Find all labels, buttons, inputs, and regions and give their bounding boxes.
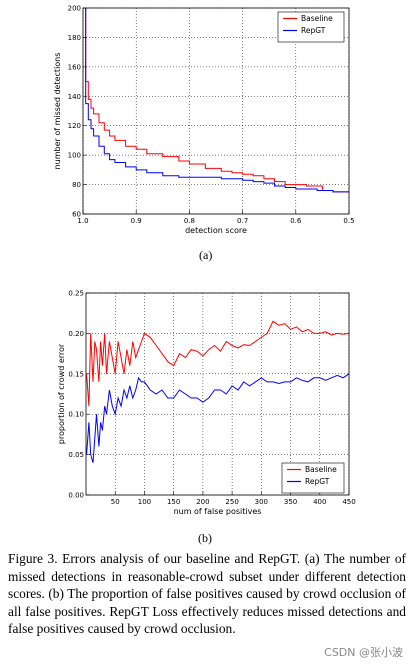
x-tick-label: 200	[196, 498, 209, 506]
x-tick-label: 0.6	[290, 217, 302, 225]
x-tick-label: 450	[342, 498, 355, 506]
x-tick-label: 1.0	[77, 217, 88, 225]
series-line-repgt	[83, 7, 349, 193]
x-tick-label: 250	[225, 498, 238, 506]
y-tick-label: 0.15	[68, 370, 84, 378]
series-line-repgt	[86, 373, 350, 463]
y-tick-label: 120	[68, 122, 81, 130]
x-tick-label: 300	[255, 498, 268, 506]
y-tick-label: 0.00	[68, 492, 84, 500]
series-line-baseline	[83, 7, 349, 193]
x-tick-label: 0.7	[237, 217, 248, 225]
y-tick-label: 0.10	[68, 411, 84, 419]
x-tick-label: 150	[167, 498, 180, 506]
y-tick-label: 80	[72, 181, 81, 189]
y-tick-label: 160	[68, 63, 81, 71]
chart-crowd-error: 50 100 150 200 250 300 350 400 450 0.00 0.05 0.10 0.…	[57, 290, 356, 517]
x-tick-label: 100	[138, 498, 151, 506]
y-tick-label: 100	[68, 152, 81, 160]
figure-caption: Figure 3. Errors analysis of our baselin…	[8, 551, 406, 636]
chart-missed-detections: 1.0 0.9 0.8 0.7 0.6 0.5 60 80 100 120 140 160 180 200…	[53, 5, 355, 236]
plot-frame	[85, 292, 350, 496]
x-tick-label: 400	[313, 498, 326, 506]
x-tick-label: 0.9	[131, 217, 142, 225]
legend-label-repgt: RepGT	[301, 26, 326, 35]
x-tick-label: 350	[284, 498, 297, 506]
subfigure-label-b: (b)	[198, 531, 212, 545]
legend-box	[281, 462, 345, 494]
x-tick-label: 0.8	[184, 217, 195, 225]
legend-label-baseline: Baseline	[301, 14, 333, 23]
y-tick-label: 200	[68, 5, 81, 13]
y-axis-label: proportion of crowd error	[57, 343, 66, 444]
y-tick-label: 0.25	[68, 290, 84, 298]
subfigure-label-a: (a)	[199, 248, 213, 262]
y-axis-label: number of missed detections	[53, 53, 62, 170]
watermark: CSDN @张小波	[324, 646, 403, 659]
x-axis-label: num of false positives	[174, 507, 262, 516]
x-axis-label: detection score	[185, 226, 247, 235]
x-tick-label: 0.5	[343, 217, 354, 225]
legend-box	[277, 11, 345, 43]
x-tick-label: 50	[111, 498, 120, 506]
y-tick-label: 180	[68, 34, 81, 42]
plot-frame	[82, 7, 350, 215]
series-line-baseline	[86, 320, 350, 407]
legend-label-baseline: Baseline	[305, 465, 337, 474]
y-tick-label: 0.20	[68, 330, 84, 338]
y-tick-label: 0.05	[68, 451, 84, 459]
y-tick-label: 60	[72, 211, 81, 219]
y-tick-label: 140	[68, 93, 81, 101]
legend-label-repgt: RepGT	[305, 477, 330, 486]
